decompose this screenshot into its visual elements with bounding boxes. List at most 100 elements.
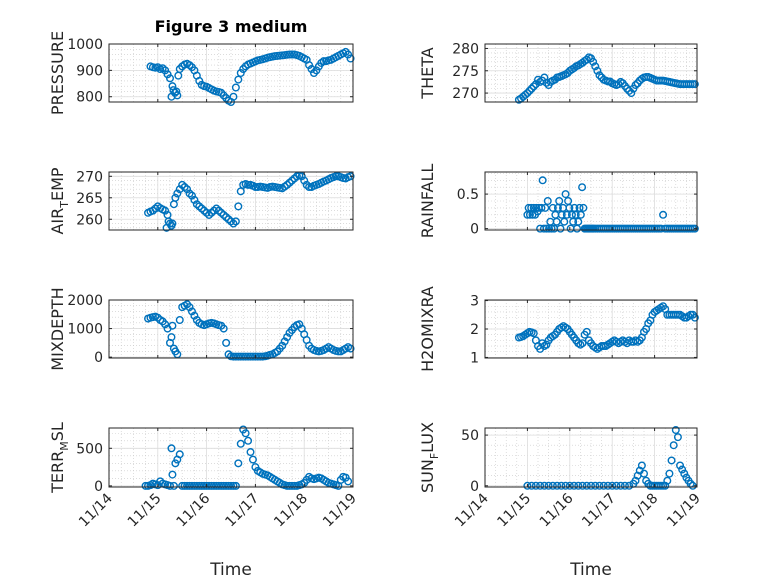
data-point bbox=[574, 217, 583, 226]
data-point bbox=[246, 352, 255, 361]
y-axis-label: SUNFLUX bbox=[418, 422, 441, 493]
data-point bbox=[251, 352, 260, 361]
data-point bbox=[165, 481, 174, 490]
y-tick-label: 265 bbox=[76, 191, 103, 207]
y-axis-label: H2OMIXRA bbox=[418, 286, 437, 372]
data-point bbox=[168, 82, 177, 91]
data-point bbox=[560, 217, 569, 226]
data-point bbox=[165, 74, 174, 83]
data-point bbox=[161, 66, 170, 75]
data-point bbox=[192, 481, 201, 490]
y-axis-label: AIRTEMP bbox=[48, 167, 71, 234]
data-point bbox=[665, 469, 674, 478]
data-point bbox=[523, 89, 532, 98]
data-point bbox=[241, 429, 250, 438]
data-point bbox=[673, 433, 682, 442]
data-point bbox=[209, 481, 218, 490]
data-point bbox=[565, 203, 574, 212]
data-point bbox=[589, 57, 598, 66]
y-tick-label: 270 bbox=[452, 86, 479, 102]
y-tick-label: 280 bbox=[452, 41, 479, 57]
y-tick-label: 1000 bbox=[67, 37, 103, 53]
data-point bbox=[599, 481, 608, 490]
data-point bbox=[195, 481, 204, 490]
data-point bbox=[224, 481, 233, 490]
data-point bbox=[553, 481, 562, 490]
data-point bbox=[669, 441, 678, 450]
data-point bbox=[523, 481, 532, 490]
data-point bbox=[344, 477, 353, 486]
data-point bbox=[548, 203, 557, 212]
data-point bbox=[183, 185, 192, 194]
data-point bbox=[168, 470, 177, 479]
data-point bbox=[231, 217, 240, 226]
data-point bbox=[285, 50, 294, 59]
data-point bbox=[190, 311, 199, 320]
data-point bbox=[236, 439, 245, 448]
data-point bbox=[690, 80, 699, 89]
data-point bbox=[202, 481, 211, 490]
data-point bbox=[561, 481, 570, 490]
data-point bbox=[557, 481, 566, 490]
data-point bbox=[297, 172, 306, 181]
data-point bbox=[571, 210, 580, 219]
data-point bbox=[290, 481, 299, 490]
data-point bbox=[591, 481, 600, 490]
data-point bbox=[543, 196, 552, 205]
data-point bbox=[244, 436, 253, 445]
data-point bbox=[175, 185, 184, 194]
x-tick-label: 11/16 bbox=[537, 490, 577, 530]
x-axis-label: Time bbox=[569, 560, 612, 580]
data-point bbox=[180, 481, 189, 490]
data-point bbox=[168, 321, 177, 330]
data-point bbox=[183, 481, 192, 490]
data-point bbox=[234, 75, 243, 84]
data-point bbox=[690, 224, 699, 233]
data-point bbox=[172, 87, 181, 96]
data-point bbox=[531, 481, 540, 490]
data-point bbox=[640, 469, 649, 478]
data-point bbox=[187, 191, 196, 200]
data-point bbox=[241, 352, 250, 361]
data-point bbox=[631, 81, 640, 90]
data-point bbox=[620, 481, 629, 490]
axes-box bbox=[108, 427, 354, 488]
data-point bbox=[280, 337, 289, 346]
data-point bbox=[222, 338, 231, 347]
data-point bbox=[582, 327, 591, 336]
data-point bbox=[576, 210, 585, 219]
data-point bbox=[540, 481, 549, 490]
y-tick-label: 2000 bbox=[67, 293, 103, 309]
data-point bbox=[283, 333, 292, 342]
data-point bbox=[591, 62, 600, 71]
data-point bbox=[231, 481, 240, 490]
x-tick-label: 11/16 bbox=[174, 490, 214, 530]
x-tick-label: 11/18 bbox=[622, 491, 662, 531]
data-point bbox=[217, 481, 226, 490]
data-point bbox=[625, 481, 634, 490]
data-point bbox=[544, 481, 553, 490]
panel-theta: 270 275 280 THETA bbox=[418, 41, 699, 104]
data-point bbox=[256, 352, 265, 361]
data-point bbox=[541, 203, 550, 212]
data-point bbox=[161, 320, 170, 329]
data-point bbox=[219, 481, 228, 490]
data-point bbox=[667, 456, 676, 465]
data-point bbox=[527, 481, 536, 490]
x-tick-label: 11/18 bbox=[271, 491, 311, 531]
data-point bbox=[532, 203, 541, 212]
data-point bbox=[671, 426, 680, 435]
data-point bbox=[555, 196, 564, 205]
axes-box bbox=[484, 43, 698, 103]
data-point bbox=[214, 481, 223, 490]
data-point bbox=[197, 481, 206, 490]
data-point bbox=[288, 481, 297, 490]
data-point bbox=[625, 86, 634, 95]
x-tick-label: 11/19 bbox=[320, 491, 360, 531]
data-point bbox=[305, 183, 314, 192]
data-point bbox=[234, 352, 243, 361]
data-point bbox=[153, 313, 162, 322]
data-point bbox=[578, 339, 587, 348]
